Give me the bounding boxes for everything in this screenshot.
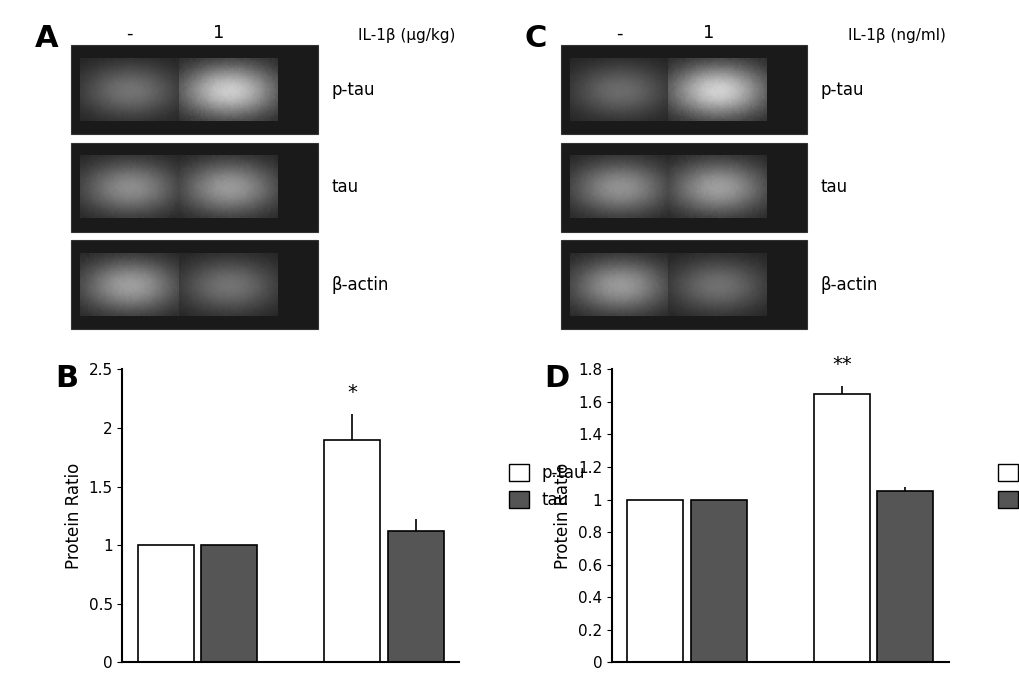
Text: p-tau: p-tau — [820, 81, 863, 99]
Bar — [560, 45, 807, 134]
Bar — [560, 143, 807, 231]
Bar — [627, 500, 683, 662]
Text: β-actin: β-actin — [820, 276, 877, 294]
Legend: p-tau, tau: p-tau, tau — [990, 457, 1019, 516]
Text: C: C — [524, 24, 546, 54]
Text: β-actin: β-actin — [331, 276, 388, 294]
Text: D: D — [544, 364, 570, 392]
Bar — [387, 531, 443, 662]
Text: IL-1β (μg/kg): IL-1β (μg/kg) — [358, 28, 455, 43]
Text: 1: 1 — [702, 24, 713, 43]
Bar — [138, 545, 194, 662]
Bar — [324, 440, 380, 662]
Legend: p-tau, tau: p-tau, tau — [501, 457, 591, 516]
Text: 1: 1 — [213, 24, 224, 43]
Text: **: ** — [832, 355, 851, 374]
Y-axis label: Protein Ratio: Protein Ratio — [65, 463, 83, 569]
Bar — [876, 491, 932, 662]
Bar — [71, 45, 318, 134]
Text: -: - — [615, 24, 622, 43]
Bar — [560, 240, 807, 329]
Bar — [201, 545, 257, 662]
Text: IL-1β (ng/ml): IL-1β (ng/ml) — [847, 28, 945, 43]
Text: B: B — [55, 364, 78, 392]
Bar — [813, 394, 869, 662]
Bar — [71, 143, 318, 231]
Y-axis label: Protein Ratio: Protein Ratio — [554, 463, 572, 569]
Text: tau: tau — [820, 178, 847, 197]
Text: A: A — [35, 24, 59, 54]
Text: -: - — [126, 24, 132, 43]
Bar — [690, 500, 746, 662]
Text: *: * — [347, 383, 357, 402]
Bar — [71, 240, 318, 329]
Text: tau: tau — [331, 178, 358, 197]
Text: p-tau: p-tau — [331, 81, 374, 99]
